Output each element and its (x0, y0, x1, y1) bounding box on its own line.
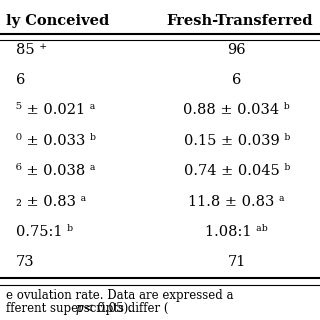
Text: Fresh-Transferred: Fresh-Transferred (166, 14, 313, 28)
Text: 6: 6 (16, 73, 25, 87)
Text: ⁶ ± 0.038 ᵃ: ⁶ ± 0.038 ᵃ (16, 164, 95, 178)
Text: ly Conceived: ly Conceived (6, 14, 110, 28)
Text: ⁰ ± 0.033 ᵇ: ⁰ ± 0.033 ᵇ (16, 134, 96, 148)
Text: 0.75:1 ᵇ: 0.75:1 ᵇ (16, 225, 73, 239)
Text: 85 ⁺: 85 ⁺ (16, 43, 47, 57)
Text: < 0.05).: < 0.05). (80, 302, 132, 315)
Text: 0.88 ± 0.034 ᵇ: 0.88 ± 0.034 ᵇ (183, 103, 290, 117)
Text: e ovulation rate. Data are expressed a: e ovulation rate. Data are expressed a (6, 290, 234, 302)
Text: fferent superscripts differ (: fferent superscripts differ ( (6, 302, 169, 315)
Text: p: p (76, 302, 83, 315)
Text: 6: 6 (232, 73, 242, 87)
Text: 1.08:1 ᵃᵇ: 1.08:1 ᵃᵇ (205, 225, 268, 239)
Text: 11.8 ± 0.83 ᵃ: 11.8 ± 0.83 ᵃ (188, 195, 285, 209)
Text: ₂ ± 0.83 ᵃ: ₂ ± 0.83 ᵃ (16, 195, 86, 209)
Text: ⁵ ± 0.021 ᵃ: ⁵ ± 0.021 ᵃ (16, 103, 95, 117)
Text: 0.74 ± 0.045 ᵇ: 0.74 ± 0.045 ᵇ (184, 164, 290, 178)
Text: 0.15 ± 0.039 ᵇ: 0.15 ± 0.039 ᵇ (184, 134, 290, 148)
Text: 73: 73 (16, 255, 35, 269)
Text: 71: 71 (228, 255, 246, 269)
Text: 96: 96 (228, 43, 246, 57)
